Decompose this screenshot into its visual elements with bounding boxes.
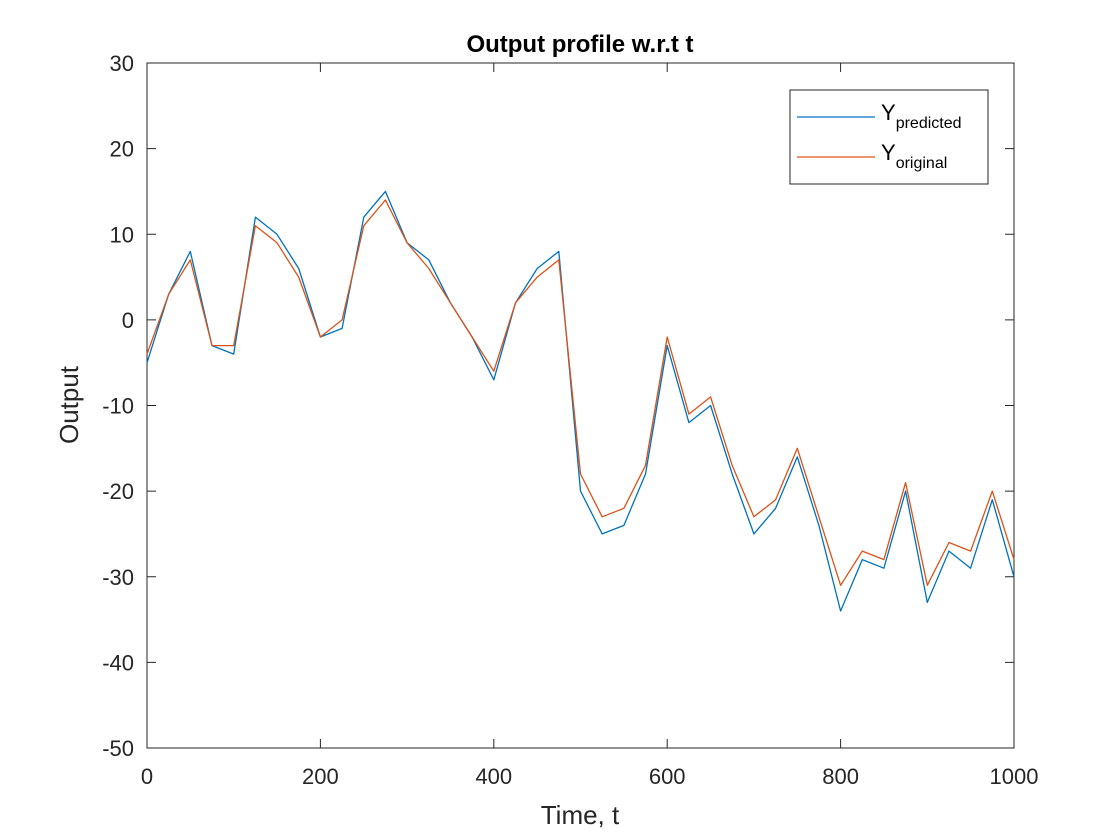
series-line-predicted <box>146 190 1015 612</box>
series-layer <box>146 190 1015 612</box>
y-tick-label: 10 <box>110 222 134 247</box>
y-axis-label: Output <box>54 365 84 444</box>
x-tick-label: 1000 <box>990 764 1039 789</box>
x-tick-label: 200 <box>302 764 339 789</box>
y-tick-label: -40 <box>102 650 134 675</box>
x-tick-label: 400 <box>475 764 512 789</box>
legend-label-predicted: Ypredicted <box>881 100 962 132</box>
y-tick-label: -30 <box>102 565 134 590</box>
y-axis: 30 20 10 0 -10 -20 -30 -40 -50 <box>102 51 1014 761</box>
x-tick-label: 600 <box>649 764 686 789</box>
y-tick-label: 0 <box>122 308 134 333</box>
y-tick-label: -10 <box>102 394 134 419</box>
legend-label-original: Yoriginal <box>881 140 947 172</box>
x-axis-label: Time, t <box>541 800 620 830</box>
x-axis: 0 200 400 600 800 1000 <box>141 63 1039 789</box>
y-tick-label: -20 <box>102 479 134 504</box>
y-tick-label: 30 <box>110 51 134 76</box>
legend: Ypredicted Yoriginal <box>789 89 989 185</box>
y-tick-label: -50 <box>102 736 134 761</box>
series-line-original <box>146 199 1015 586</box>
legend-box <box>789 89 989 185</box>
x-tick-label: 800 <box>822 764 859 789</box>
chart-title: Output profile w.r.t t <box>466 31 693 58</box>
y-tick-label: 20 <box>110 137 134 162</box>
x-tick-label: 0 <box>141 764 153 789</box>
